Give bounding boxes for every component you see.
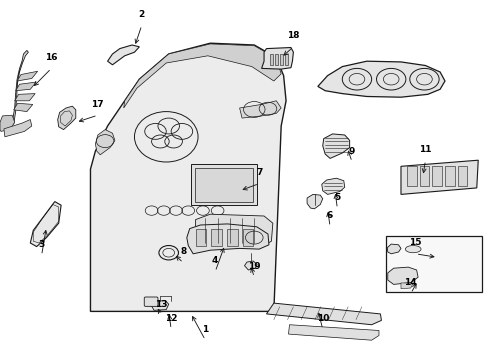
Text: 14: 14 (404, 278, 416, 287)
FancyBboxPatch shape (144, 297, 158, 306)
Polygon shape (12, 50, 28, 124)
Ellipse shape (405, 246, 420, 253)
Polygon shape (317, 61, 444, 97)
Polygon shape (151, 301, 168, 310)
Bar (269, 54, 272, 65)
Polygon shape (15, 94, 35, 101)
Bar (284, 54, 287, 65)
Text: 15: 15 (408, 238, 421, 247)
Polygon shape (123, 44, 281, 108)
Polygon shape (386, 244, 400, 254)
Text: 6: 6 (326, 211, 332, 220)
Polygon shape (17, 71, 38, 81)
Text: 11: 11 (418, 145, 431, 154)
Text: 13: 13 (155, 300, 167, 309)
Text: 8: 8 (180, 247, 186, 256)
Bar (279, 54, 282, 65)
Text: 18: 18 (286, 31, 299, 40)
Bar (195, 229, 206, 246)
Polygon shape (261, 48, 293, 69)
Bar (226, 229, 237, 246)
Polygon shape (95, 130, 115, 155)
Text: 12: 12 (164, 314, 177, 323)
Polygon shape (244, 261, 257, 270)
Bar (194, 168, 252, 202)
Text: 2: 2 (139, 10, 144, 19)
Text: 19: 19 (247, 262, 260, 271)
Polygon shape (186, 224, 268, 254)
Polygon shape (90, 43, 285, 311)
Text: 10: 10 (316, 314, 328, 323)
Text: 3: 3 (39, 240, 44, 249)
Bar (274, 54, 277, 65)
Bar (419, 166, 428, 186)
Polygon shape (387, 267, 417, 284)
Bar (406, 166, 416, 186)
Polygon shape (30, 202, 61, 247)
Text: 9: 9 (348, 147, 355, 156)
Polygon shape (195, 214, 272, 248)
Polygon shape (14, 103, 33, 112)
Text: 5: 5 (334, 193, 340, 202)
Bar (431, 166, 441, 186)
Text: 4: 4 (211, 256, 218, 265)
Polygon shape (400, 283, 412, 289)
Bar (211, 229, 222, 246)
Polygon shape (107, 45, 139, 65)
Polygon shape (322, 134, 349, 158)
Polygon shape (0, 115, 15, 131)
Polygon shape (288, 325, 378, 340)
Bar (190, 164, 256, 205)
Bar (386, 236, 481, 292)
Bar (444, 166, 454, 186)
Text: 7: 7 (255, 168, 262, 177)
Bar (242, 229, 253, 246)
Text: 1: 1 (202, 325, 208, 334)
Text: 16: 16 (45, 53, 58, 62)
Bar (457, 166, 467, 186)
Polygon shape (321, 178, 344, 194)
Polygon shape (306, 194, 322, 209)
Polygon shape (400, 160, 477, 194)
Polygon shape (16, 82, 36, 91)
Polygon shape (4, 120, 32, 137)
Text: 17: 17 (91, 100, 104, 109)
Polygon shape (58, 106, 76, 130)
Polygon shape (239, 101, 281, 118)
Polygon shape (266, 303, 381, 325)
